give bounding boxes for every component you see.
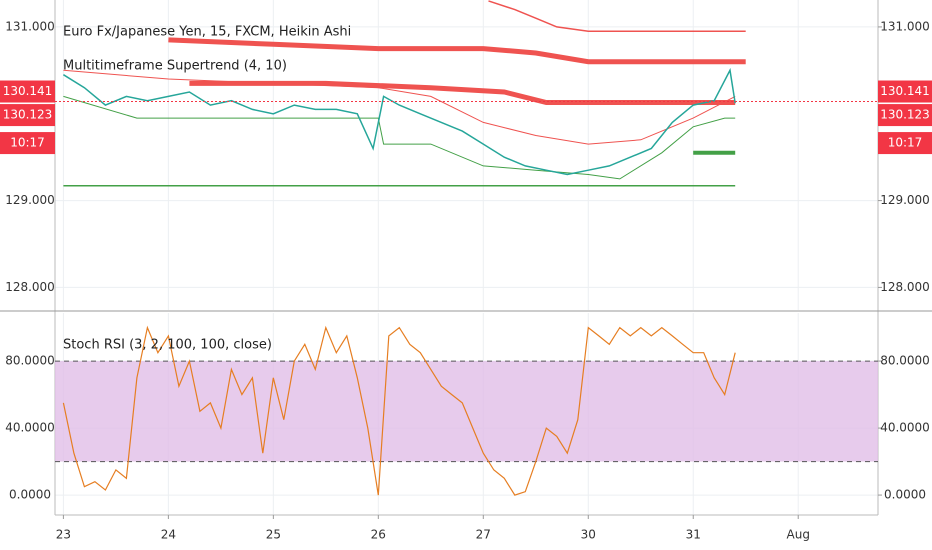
y-tick-label: 80.0000 [5,354,55,368]
price-label-box [0,80,55,103]
countdown: 10:17 [10,136,45,150]
y-tick-label: 128.000 [880,280,930,294]
chart-subtitle: Multitimeframe Supertrend (4, 10) [63,59,287,74]
x-tick-label: 30 [581,528,596,542]
series-line [62,325,736,496]
x-tick-label: 24 [161,528,176,542]
y-tick-label: 131.000 [5,19,55,33]
series-line [63,67,736,176]
chart-title: Stoch RSI (3, 2, 100, 100, close) [63,338,272,353]
y-tick-label: 80.0000 [880,354,930,368]
y-tick-label: 0.0000 [9,488,51,502]
price-label-box [878,80,932,103]
countdown-box [0,132,55,155]
x-tick-label: 23 [56,528,71,542]
x-tick-label: 27 [476,528,491,542]
countdown: 10:17 [888,136,923,150]
price-label-box [878,104,932,127]
series-line [63,95,736,180]
series-line [488,0,746,33]
series-line [189,80,736,105]
x-tick-label: 31 [686,528,701,542]
series-line [63,69,736,145]
price-label: 130.123 [880,108,930,122]
price-label-box [0,104,55,127]
y-tick-label: 40.0000 [880,421,930,435]
y-tick-label: 128.000 [5,280,55,294]
x-tick-label: 25 [266,528,281,542]
price-label: 130.141 [3,84,53,98]
price-label: 130.141 [880,84,930,98]
x-tick-label: Aug [787,528,810,542]
y-tick-label: 0.0000 [884,488,926,502]
y-tick-label: 131.000 [880,19,930,33]
price-label: 130.123 [3,108,53,122]
y-tick-label: 129.000 [880,193,930,207]
series-line [168,37,746,65]
x-tick-label: 26 [371,528,386,542]
chart-title: Euro Fx/Japanese Yen, 15, FXCM, Heikin A… [63,25,351,40]
y-tick-label: 40.0000 [5,421,55,435]
y-tick-label: 129.000 [5,193,55,207]
band [55,361,878,462]
countdown-box [878,132,932,155]
